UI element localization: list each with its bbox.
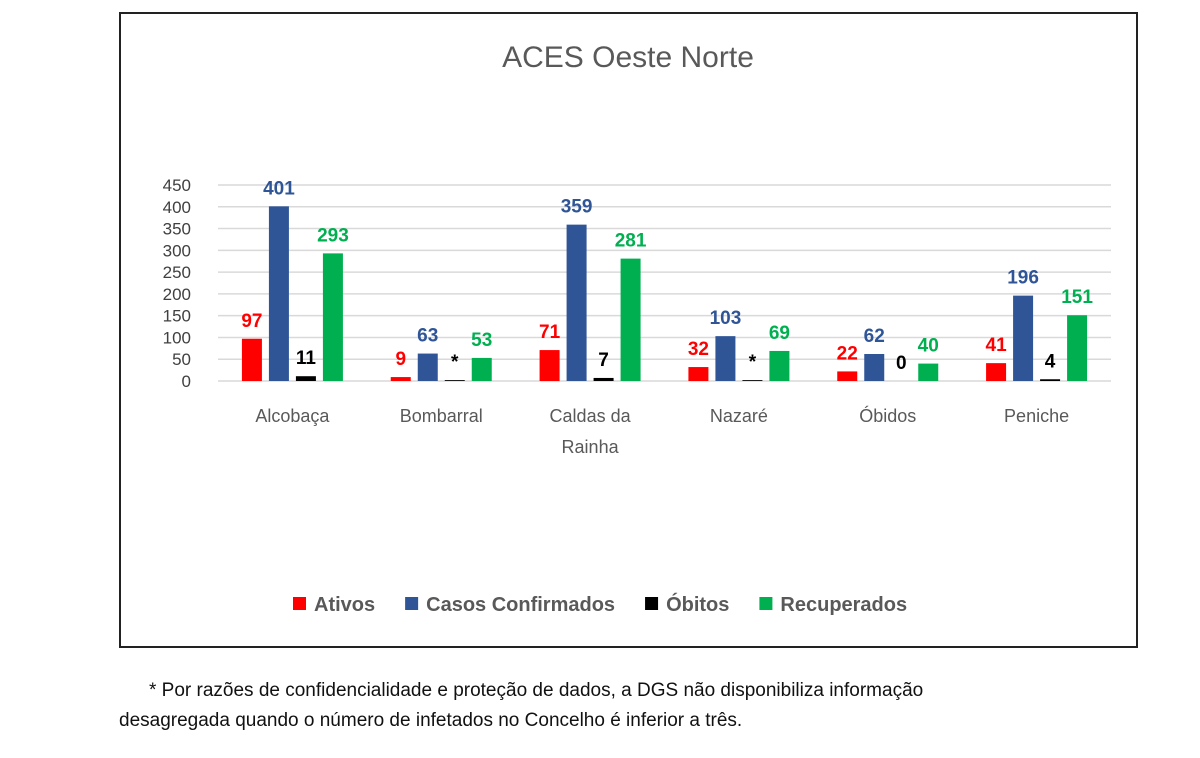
data-label: 69 <box>769 323 790 344</box>
data-label: 359 <box>561 197 593 218</box>
y-tick-label: 350 <box>163 220 191 239</box>
bar-ativos <box>241 338 262 381</box>
y-tick-label: 200 <box>163 285 191 304</box>
data-label: 53 <box>471 330 492 351</box>
x-tick-label: Caldas da <box>550 406 632 426</box>
x-tick-label: Alcobaça <box>255 406 330 426</box>
data-label: 22 <box>837 343 858 364</box>
footnote: * Por razões de confidencialidade e prot… <box>119 676 1159 736</box>
y-tick-label: 300 <box>163 241 191 260</box>
legend-label: Casos Confirmados <box>426 594 615 616</box>
footnote-line-2: desagregada quando o número de infetados… <box>119 710 743 731</box>
legend-swatch <box>645 597 659 610</box>
data-label: 401 <box>263 178 295 199</box>
bar-ativos <box>539 350 560 381</box>
bar-ativos <box>986 363 1007 381</box>
data-label: * <box>749 352 757 373</box>
data-label: 293 <box>317 225 349 246</box>
footnote-line-1: * Por razões de confidencialidade e prot… <box>149 680 924 701</box>
legend-swatch <box>405 597 419 610</box>
bar-casos-confirmados <box>566 224 587 381</box>
data-label: 9 <box>395 349 406 370</box>
bar--bitos <box>742 380 763 381</box>
y-tick-label: 400 <box>163 198 191 217</box>
data-label: 71 <box>539 322 561 343</box>
bar-ativos <box>837 371 858 381</box>
x-tick-label: Nazaré <box>710 406 768 426</box>
data-label: * <box>451 352 459 373</box>
chart-frame: ACES Oeste Norte 0 50 100 150 200 250 300 350 400… <box>119 12 1138 648</box>
data-label: 281 <box>615 231 647 252</box>
legend-swatch <box>759 597 773 610</box>
bar-casos-confirmados <box>1013 295 1034 381</box>
legend-label: Ativos <box>314 594 375 616</box>
bar-ativos <box>688 367 709 381</box>
chart-svg: ACES Oeste Norte050100150200250300350400… <box>163 41 1111 616</box>
data-label: 41 <box>986 335 1008 356</box>
bar--bitos <box>295 376 316 381</box>
chart-title: ACES Oeste Norte <box>502 41 754 74</box>
bar-casos-confirmados <box>864 353 885 381</box>
data-label: 196 <box>1007 268 1039 289</box>
bar-recuperados <box>1067 315 1088 381</box>
data-label: 32 <box>688 339 709 360</box>
legend-label: Recuperados <box>780 594 907 616</box>
x-tick-label: Óbidos <box>859 405 916 426</box>
bar-casos-confirmados <box>268 206 289 381</box>
bar-casos-confirmados <box>715 336 736 381</box>
data-label: 11 <box>296 348 317 369</box>
legend-swatch <box>293 597 306 610</box>
bar--bitos <box>444 380 465 381</box>
data-label: 151 <box>1061 287 1093 308</box>
data-label: 4 <box>1045 351 1056 372</box>
legend-label: Óbitos <box>666 592 729 616</box>
bar-recuperados <box>471 357 492 381</box>
y-tick-label: 50 <box>172 350 191 369</box>
data-label: 7 <box>598 350 609 371</box>
y-tick-label: 0 <box>182 372 191 391</box>
bar-recuperados <box>769 350 790 381</box>
bar-recuperados <box>322 253 343 381</box>
data-label: 40 <box>918 336 939 357</box>
bar-ativos <box>390 377 411 381</box>
data-label: 0 <box>896 353 907 374</box>
y-tick-label: 450 <box>163 176 191 195</box>
data-label: 62 <box>864 326 885 347</box>
data-label: 97 <box>241 311 262 332</box>
bar-recuperados <box>918 363 939 381</box>
bar-recuperados <box>620 258 641 381</box>
bar-casos-confirmados <box>417 353 438 381</box>
bar--bitos <box>593 377 614 381</box>
y-tick-label: 150 <box>163 307 191 326</box>
y-tick-label: 250 <box>163 263 191 282</box>
x-tick-label: Peniche <box>1004 406 1069 426</box>
x-tick-label: Rainha <box>562 437 620 457</box>
x-tick-label: Bombarral <box>400 406 483 426</box>
bar--bitos <box>1040 379 1061 381</box>
data-label: 103 <box>710 308 742 329</box>
y-tick-label: 100 <box>163 328 191 347</box>
data-label: 63 <box>417 326 438 347</box>
